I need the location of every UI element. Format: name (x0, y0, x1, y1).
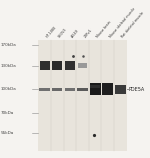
Text: Rat skeletal muscle: Rat skeletal muscle (121, 11, 145, 39)
Bar (90, 85, 100, 88)
Bar (65, 88, 75, 91)
Text: 100kDa: 100kDa (1, 87, 16, 91)
Bar (40, 61, 50, 70)
Text: Mouse skeletal muscle: Mouse skeletal muscle (108, 7, 136, 39)
Text: PDE5A: PDE5A (128, 87, 144, 92)
Text: HT-1080: HT-1080 (45, 25, 57, 39)
Text: 55kDa: 55kDa (1, 131, 14, 135)
Bar (90, 83, 101, 95)
Bar (102, 83, 113, 95)
Bar (52, 61, 62, 70)
Text: Mouse brain: Mouse brain (96, 20, 112, 39)
Text: 130kDa: 130kDa (1, 64, 16, 68)
Text: A-549: A-549 (70, 29, 80, 39)
Text: 70kDa: 70kDa (1, 111, 14, 115)
Bar (78, 63, 87, 68)
Bar (65, 61, 75, 70)
Bar (39, 88, 50, 91)
Bar (115, 85, 126, 94)
Text: SKOV3: SKOV3 (58, 27, 68, 39)
Bar (52, 88, 62, 91)
Bar (38, 40, 127, 151)
Bar (77, 88, 88, 91)
Text: 170kDa: 170kDa (1, 43, 16, 47)
Text: 22Rv1: 22Rv1 (83, 28, 93, 39)
